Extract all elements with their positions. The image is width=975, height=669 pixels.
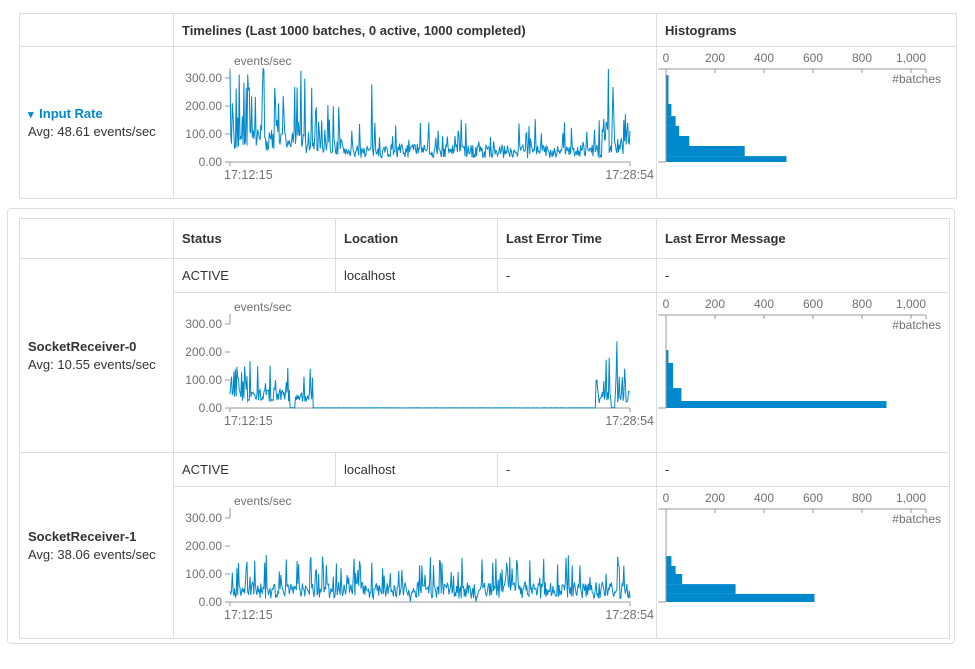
svg-text:200: 200 [705,51,725,65]
input-rate-toggle[interactable]: ▾ Input Rate [28,106,165,121]
svg-text:17:12:15: 17:12:15 [224,168,273,182]
svg-text:0: 0 [663,491,670,505]
svg-text:17:28:54: 17:28:54 [605,608,654,622]
svg-text:600: 600 [803,491,823,505]
svg-text:17:28:54: 17:28:54 [605,168,654,182]
svg-text:200.00: 200.00 [185,99,222,113]
status-header: Status [173,218,336,259]
receiver-1-histogram-chart: 0 200 400 600 800 1,000 #batches [658,491,941,603]
input-rate-table: Timelines (Last 1000 batches, 0 active, … [19,13,957,199]
receiver-0-last-error-message: - [656,258,950,293]
svg-text:200: 200 [705,491,725,505]
input-rate-histogram-cell: 0 200 400 600 800 1,000 #batches [656,46,957,199]
receiver-1-status: ACTIVE [173,452,336,487]
svg-text:300.00: 300.00 [185,71,222,85]
svg-text:0.00: 0.00 [199,595,223,609]
svg-text:0.00: 0.00 [199,401,223,415]
receiver-0-status-row: SocketReceiver-0 Avg: 10.55 events/sec A… [19,258,950,453]
timelines-header: Timelines (Last 1000 batches, 0 active, … [173,13,657,47]
receiver-1-histogram-cell: 0 200 400 600 800 1,000 #batches [656,486,950,639]
svg-text:200: 200 [705,297,725,311]
svg-text:events/sec: events/sec [234,494,291,508]
svg-text:400: 400 [754,51,774,65]
svg-text:300.00: 300.00 [185,511,222,525]
receiver-1-location: localhost [335,452,498,487]
input-rate-label: Input Rate [39,106,103,121]
svg-text:800: 800 [852,297,872,311]
receiver-0-histogram-chart: 0 200 400 600 800 1,000 #batches [658,297,941,409]
svg-text:17:12:15: 17:12:15 [224,608,273,622]
receivers-header-row: Status Location Last Error Time Last Err… [19,218,950,259]
input-rate-header-row: Timelines (Last 1000 batches, 0 active, … [19,13,957,47]
svg-text:100.00: 100.00 [185,567,222,581]
receiver-0-histogram-cell: 0 200 400 600 800 1,000 #batches [656,292,950,453]
svg-text:#batches: #batches [892,512,941,526]
receiver-name: SocketReceiver-0 [28,339,137,354]
receiver-1-name-cell: SocketReceiver-1 Avg: 38.06 events/sec [19,452,174,639]
receiver-0-status: ACTIVE [173,258,336,293]
last-error-message-header: Last Error Message [656,218,950,259]
svg-text:0.00: 0.00 [199,155,223,169]
svg-text:600: 600 [803,297,823,311]
input-rate-timeline-chart: events/sec 300.00 200.00 100.00 0.0017:12:15… [185,54,654,182]
receiver-0-timeline-cell: events/sec 300.00 200.00 100.00 0.00 17:12:15… [173,292,657,453]
svg-text:1,000: 1,000 [896,297,926,311]
receiver-avg: Avg: 38.06 events/sec [28,547,156,562]
receiver-1-last-error-time: - [497,452,657,487]
receiver-avg: Avg: 10.55 events/sec [28,357,156,372]
svg-text:800: 800 [852,51,872,65]
svg-text:100.00: 100.00 [185,127,222,141]
input-rate-row: ▾ Input Rate Avg: 48.61 events/sec event… [19,46,957,199]
svg-text:300.00: 300.00 [185,317,222,331]
svg-text:events/sec: events/sec [234,300,291,314]
receiver-0-name-cell: SocketReceiver-0 Avg: 10.55 events/sec [19,258,174,453]
receiver-0-timeline-chart: events/sec 300.00 200.00 100.00 0.0017:12:15… [185,300,654,428]
receiver-name: SocketReceiver-1 [28,529,137,544]
svg-text:1,000: 1,000 [896,491,926,505]
svg-text:800: 800 [852,491,872,505]
svg-text:0: 0 [663,297,670,311]
input-rate-histogram-chart: 0 200 400 600 800 1,000 #batches [658,51,941,163]
svg-text:17:12:15: 17:12:15 [224,414,273,428]
svg-text:1,000: 1,000 [896,51,926,65]
receivers-table: Status Location Last Error Time Last Err… [19,218,950,639]
receiver-0-last-error-time: - [497,258,657,293]
receiver-1-last-error-message: - [656,452,950,487]
last-error-time-header: Last Error Time [497,218,657,259]
svg-text:200.00: 200.00 [185,539,222,553]
svg-text:400: 400 [754,297,774,311]
svg-text:200.00: 200.00 [185,345,222,359]
svg-text:#batches: #batches [892,318,941,332]
svg-text:0: 0 [663,51,670,65]
receiver-1-chart-row: events/sec 300.00 200.00 100.00 0.00 17:12:15… [20,486,950,639]
receiver-1-timeline-chart: events/sec 300.00 200.00 100.00 0.0017:12:15… [185,494,654,622]
svg-text:100.00: 100.00 [185,373,222,387]
svg-text:events/sec: events/sec [234,54,291,68]
input-rate-timeline-cell: events/sec 300.00 200.00 100.00 0.00 17:12:15… [173,46,657,199]
input-rate-avg: Avg: 48.61 events/sec [28,124,156,139]
receiver-0-location: localhost [335,258,498,293]
svg-text:#batches: #batches [892,72,941,86]
empty-header-cell [19,218,174,259]
input-rate-label-cell: ▾ Input Rate Avg: 48.61 events/sec [19,46,174,199]
empty-header-cell [19,13,174,47]
receiver-1-status-row: SocketReceiver-1 Avg: 38.06 events/sec A… [19,452,950,639]
svg-text:17:28:54: 17:28:54 [605,414,654,428]
caret-down-icon: ▾ [28,109,34,121]
svg-text:400: 400 [754,491,774,505]
svg-text:600: 600 [803,51,823,65]
histograms-header: Histograms [656,13,957,47]
receivers-section: Status Location Last Error Time Last Err… [7,208,955,644]
receiver-1-timeline-cell: events/sec 300.00 200.00 100.00 0.00 17:12:15… [173,486,657,639]
location-header: Location [335,218,498,259]
